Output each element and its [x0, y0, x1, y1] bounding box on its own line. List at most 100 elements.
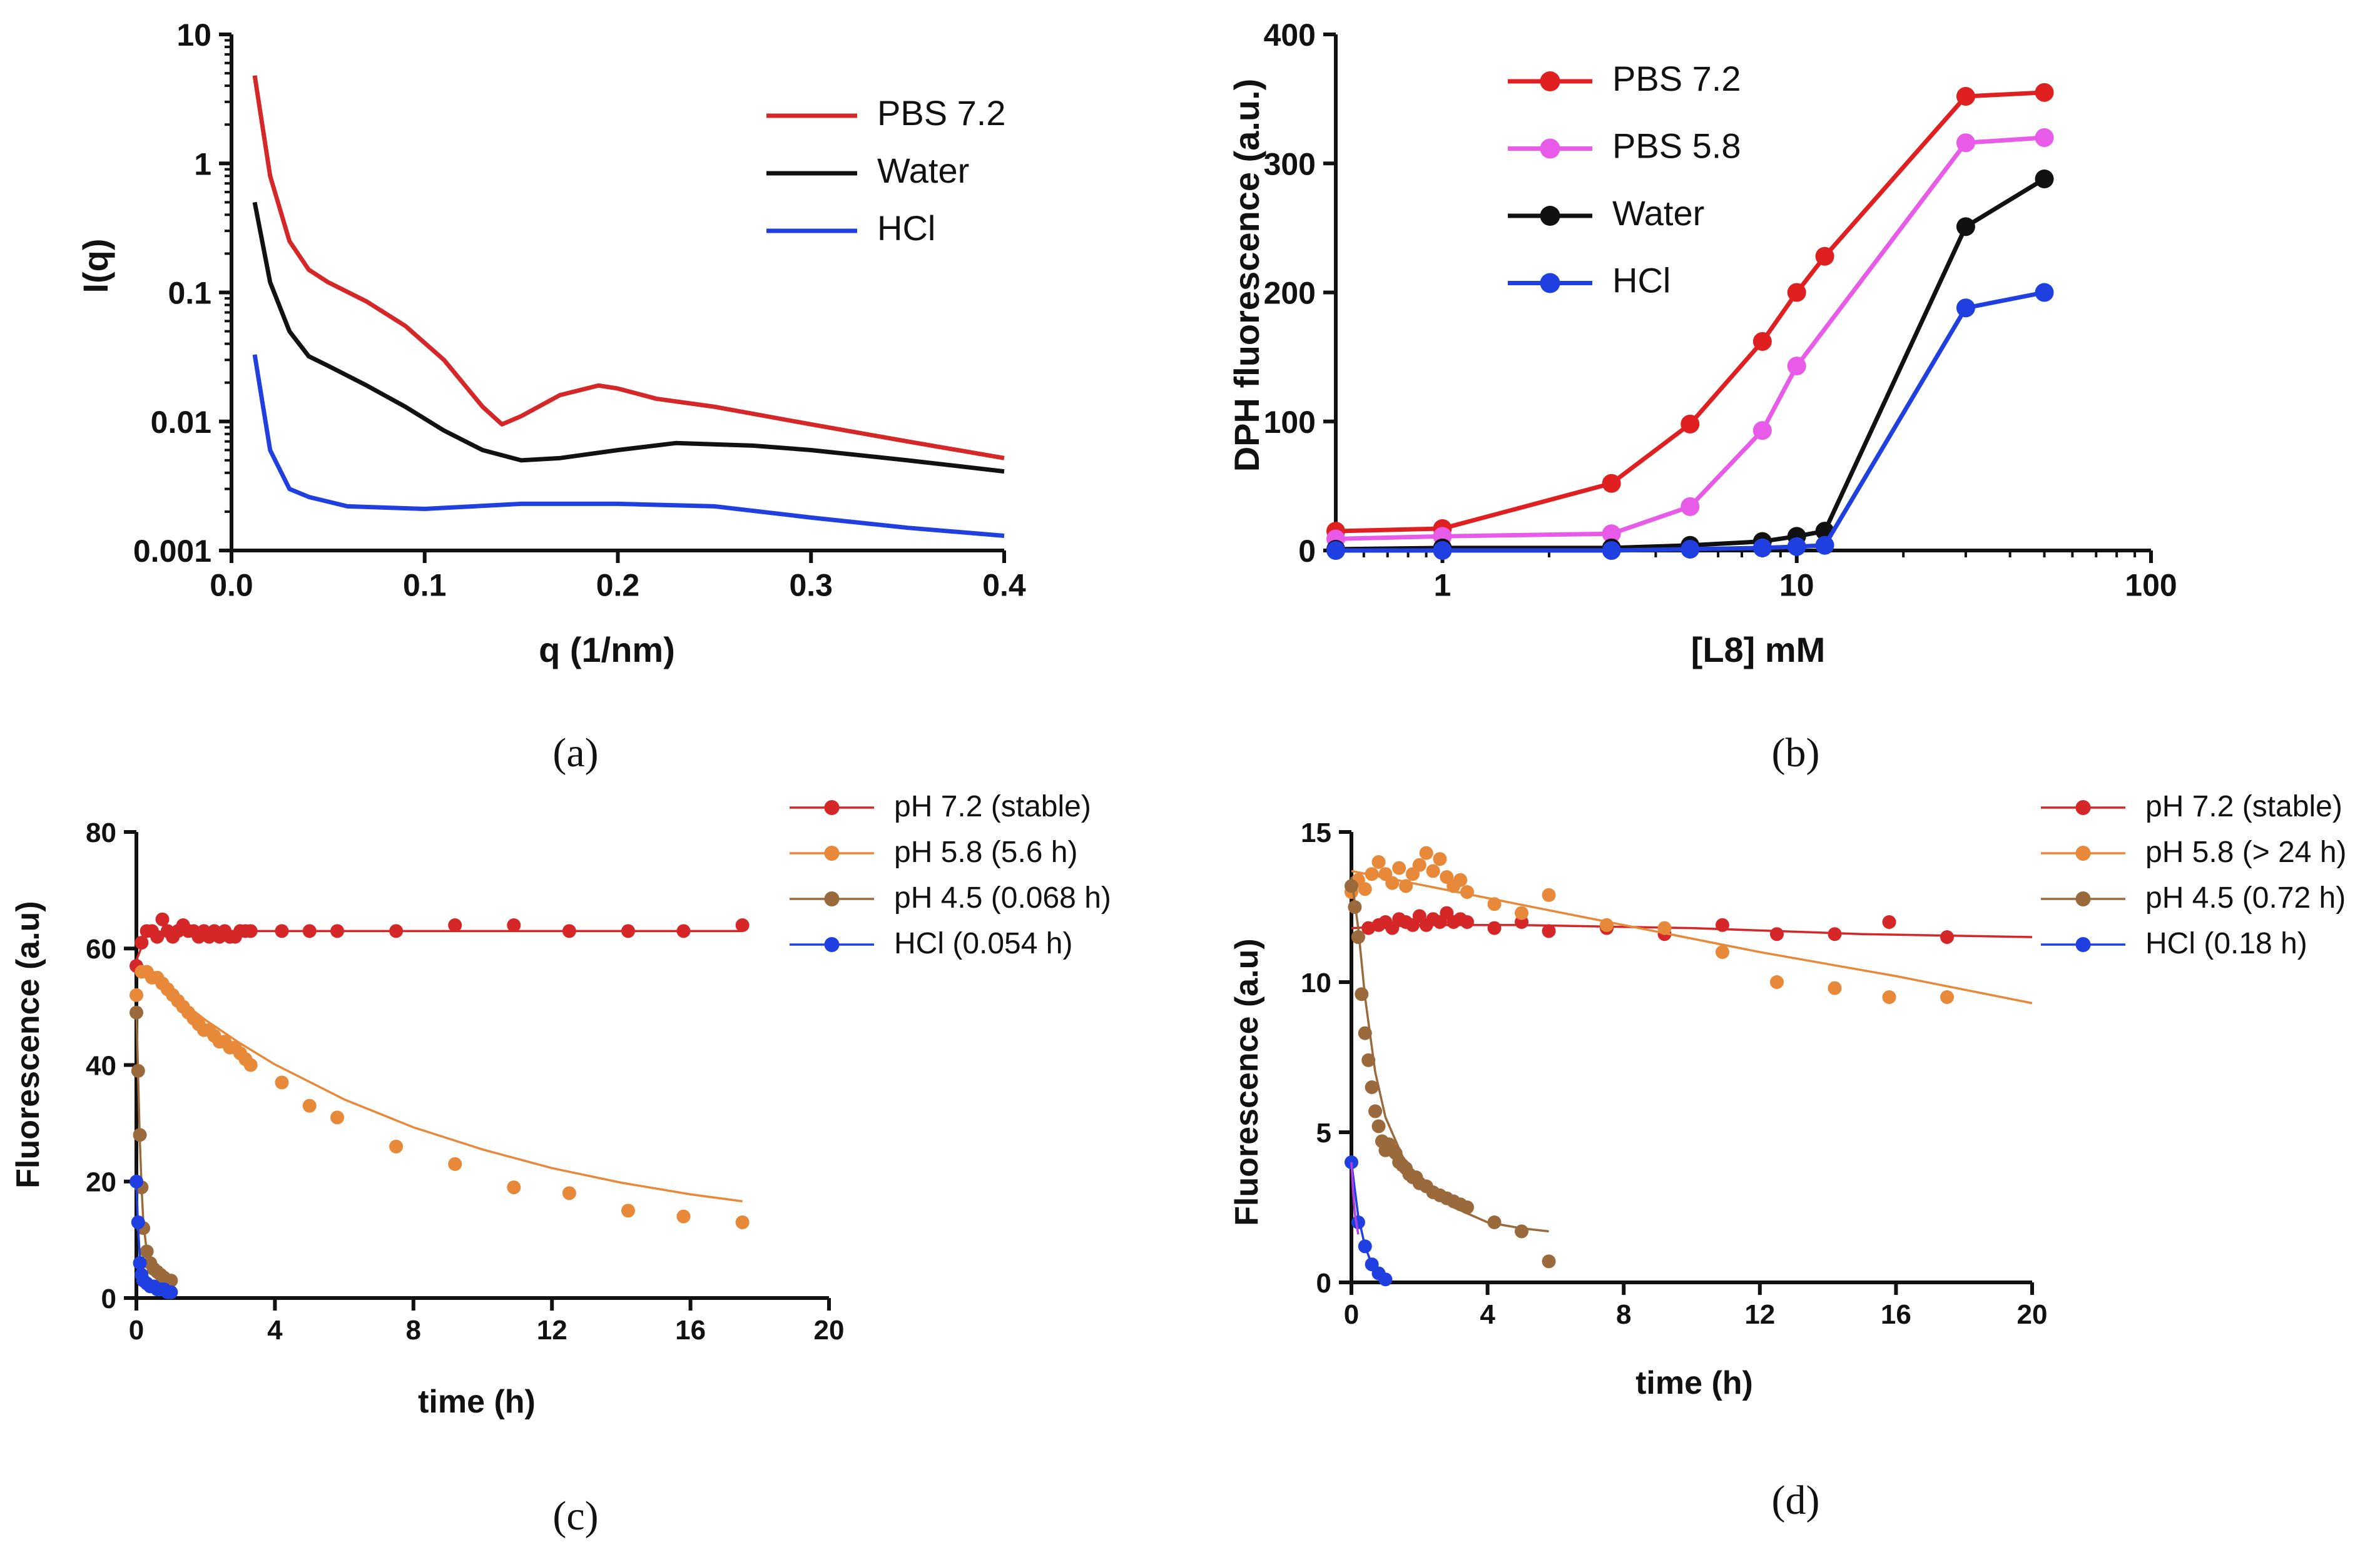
data-point	[302, 924, 317, 938]
panel-a-ylabel: I(q)	[76, 238, 115, 293]
legend-marker	[824, 937, 840, 952]
data-point	[243, 924, 258, 938]
legend-item: PBS 7.2	[766, 93, 1005, 133]
data-point	[1600, 918, 1614, 932]
data-point	[1956, 298, 1975, 318]
legend-marker	[2075, 846, 2091, 861]
series-hcl	[252, 354, 1005, 538]
data-point	[330, 1110, 345, 1125]
panel-b-ytick-label: 100	[1264, 405, 1316, 440]
data-point	[1355, 987, 1369, 1002]
data-point	[2035, 283, 2054, 302]
panel-c-xtick-label: 4	[267, 1315, 283, 1346]
series-hcl-0-18-h-	[1345, 1155, 1393, 1287]
series-ph-7-2-stable-	[130, 912, 750, 973]
data-point	[164, 1285, 178, 1299]
data-point	[2035, 83, 2054, 102]
panel-a-ytick-label: 1	[194, 146, 211, 181]
data-point	[2035, 170, 2054, 188]
legend-item: HCl	[766, 208, 935, 248]
legend-label: pH 4.5 (0.068 h)	[894, 881, 1111, 915]
panel-d-xtick-label: 12	[1744, 1299, 1775, 1330]
panel-c-ytick-label: 40	[86, 1050, 116, 1081]
data-point	[1815, 246, 1834, 266]
data-point	[1371, 1119, 1386, 1134]
panel-d-ylabel: Fluorescence (a.u)	[1229, 938, 1265, 1225]
panel-d-ytick-label: 0	[1316, 1268, 1331, 1299]
panel-d-xtick-label: 0	[1344, 1299, 1359, 1330]
legend-label: HCl	[1612, 261, 1671, 300]
legend-marker	[2075, 891, 2091, 906]
data-point	[1426, 864, 1440, 878]
panel-a-axes: 0.001 0.01 0.1 1 10 0.0 0.1 0.2 0.3 0.4	[133, 18, 1026, 603]
legend-item: pH 7.2 (stable)	[2041, 790, 2342, 823]
series-line	[1335, 135, 2045, 541]
panel-c-ytick-label: 20	[86, 1167, 116, 1198]
legend-marker	[2075, 800, 2091, 815]
legend-label: HCl	[877, 208, 935, 248]
series-line	[1335, 177, 2046, 552]
data-point	[1542, 924, 1556, 938]
data-point	[1487, 897, 1502, 911]
data-point	[1542, 1254, 1556, 1269]
panel-b-ytick-label: 300	[1264, 146, 1316, 181]
panel-d-xtick-label: 8	[1616, 1299, 1631, 1330]
legend-label: Water	[877, 151, 969, 190]
data-point	[133, 1128, 147, 1142]
data-point	[1752, 421, 1772, 440]
legend-item: pH 5.8 (5.6 h)	[790, 836, 1077, 869]
series-ph-4-5-0-72-h-	[1345, 876, 1556, 1269]
panel-b-series	[1326, 83, 2054, 560]
data-point	[1515, 1224, 1528, 1239]
data-point	[676, 924, 691, 938]
data-point	[1385, 876, 1400, 890]
data-point	[1602, 541, 1621, 560]
data-point	[1365, 867, 1379, 881]
legend-item: HCl	[1508, 261, 1671, 300]
data-point	[1358, 1239, 1372, 1254]
panel-d-axes: 0 5 10 15 0 4 8 12 16 20	[1301, 818, 2047, 1330]
data-point	[1787, 283, 1806, 302]
data-point	[1602, 474, 1621, 493]
series-water	[252, 201, 1005, 474]
data-point	[1787, 357, 1806, 376]
data-point	[130, 988, 143, 1002]
legend-marker	[1540, 71, 1560, 91]
panel-b-xlabel: [L8] mM	[1691, 630, 1826, 669]
data-point	[1542, 888, 1556, 902]
panel-a-ytick-label: 0.01	[151, 405, 211, 440]
data-point	[131, 1063, 145, 1078]
legend-item: pH 4.5 (0.068 h)	[790, 881, 1111, 915]
panel-a-series	[252, 75, 1005, 538]
series-ph-4-5-0-068-h-	[130, 1005, 178, 1288]
legend-marker	[1540, 273, 1560, 293]
legend-marker	[824, 891, 840, 906]
series-ph-5-8-5-6-h-	[130, 965, 750, 1229]
panel-c-series	[130, 912, 750, 1299]
panel-a-ytick-label: 10	[176, 18, 211, 53]
data-point	[1602, 524, 1621, 544]
panel-d-xtick-label: 16	[1881, 1299, 1911, 1330]
data-point	[1361, 1053, 1376, 1067]
data-point	[1399, 879, 1413, 893]
data-point	[1358, 1026, 1372, 1040]
data-point	[1351, 1215, 1365, 1229]
panel-b-ytick-label: 0	[1298, 534, 1316, 569]
data-point	[1345, 879, 1358, 893]
data-point	[1365, 1080, 1379, 1094]
data-point	[150, 930, 165, 944]
panel-a-legend: PBS 7.2 Water HCl	[766, 93, 1005, 248]
panel-b: 0 100 200 300 400 1 10 100 PBS 7.2 PBS 5.8 Water H…	[1227, 18, 2177, 669]
panel-c: 0 20 40 60 80 0 4 8 12 16 20 pH 7.2 (stable) pH 5.8…	[10, 790, 1111, 1420]
data-point	[1681, 539, 1700, 559]
panel-d-series	[1345, 846, 2033, 1287]
panel-c-xtick-label: 0	[129, 1315, 144, 1346]
panel-b-ylabel: DPH fluorescence (a.u.)	[1227, 79, 1266, 472]
legend-marker	[824, 846, 840, 861]
legend-label: pH 5.8 (5.6 h)	[894, 836, 1077, 869]
data-point	[1770, 975, 1784, 989]
series-ph-5-8-24-h-	[1345, 846, 2033, 1005]
panel-c-xtick-label: 12	[537, 1315, 567, 1346]
legend-label: pH 7.2 (stable)	[2145, 790, 2342, 823]
